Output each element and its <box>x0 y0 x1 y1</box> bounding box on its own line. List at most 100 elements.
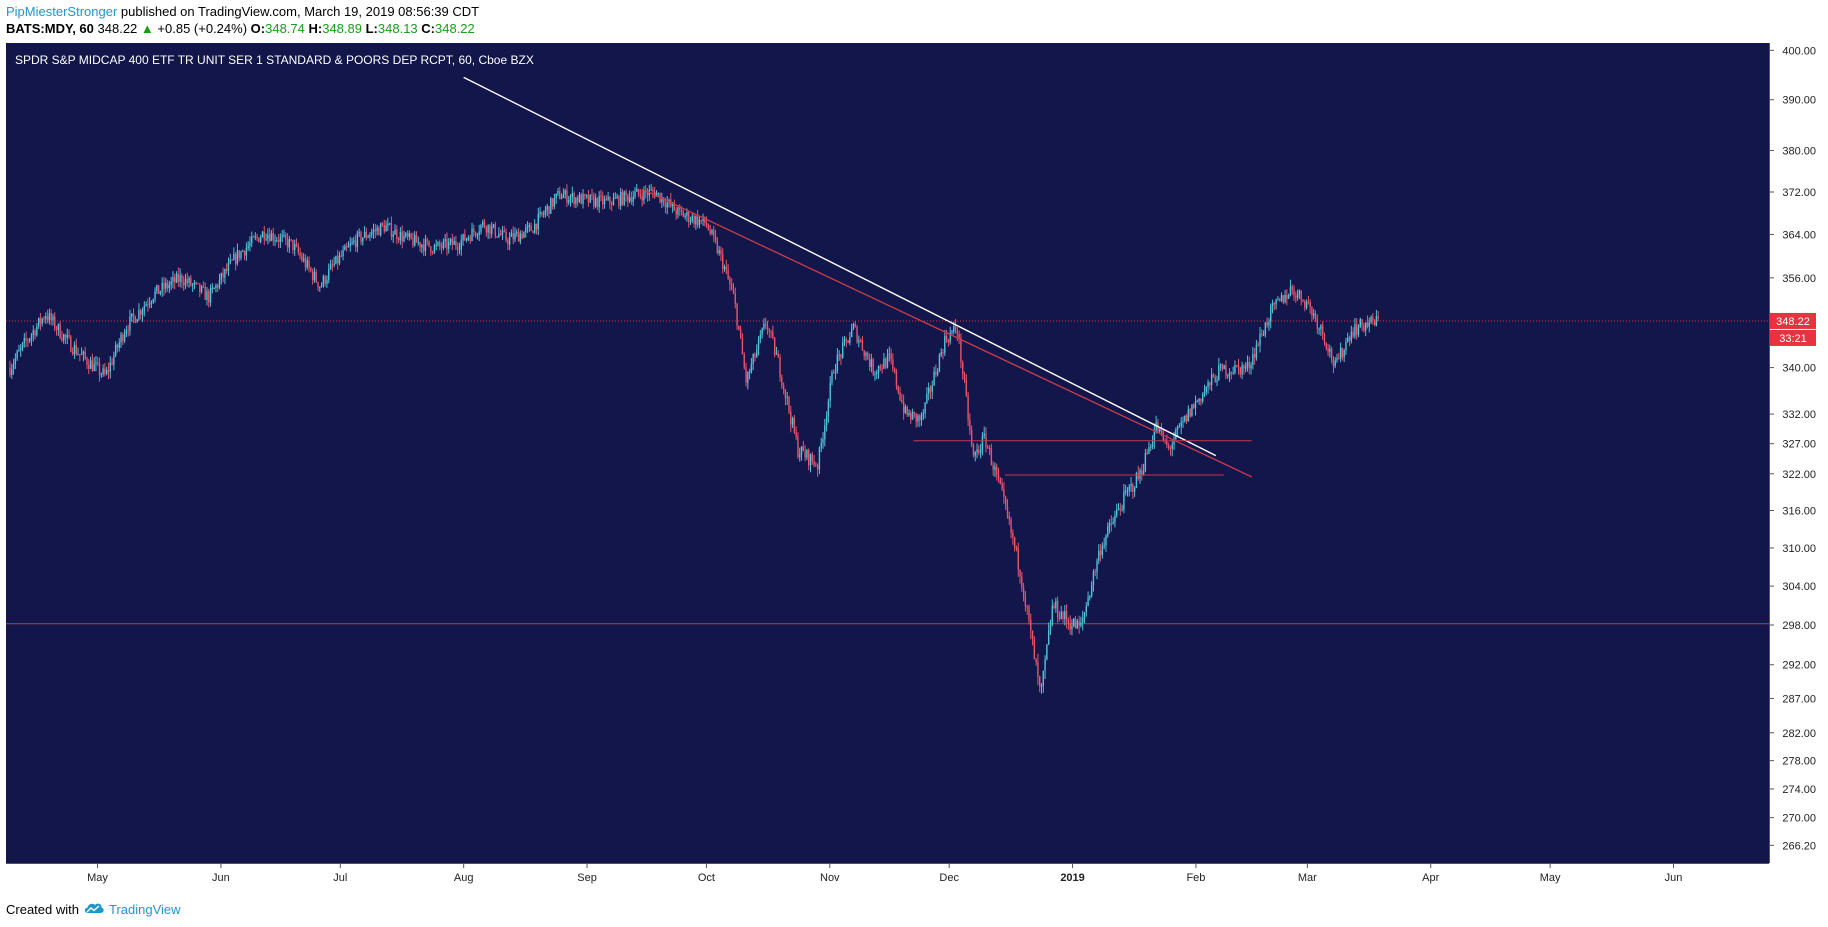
candle-body <box>983 433 985 436</box>
horizontal-lines <box>6 320 1769 625</box>
time-tick-label: Dec <box>939 872 959 884</box>
candle-body <box>152 299 154 302</box>
candle-body <box>1309 302 1311 308</box>
candle-body <box>390 223 393 237</box>
candle-body <box>815 465 817 467</box>
price-tick-label: 304.00 <box>1782 581 1816 593</box>
candle-body <box>1268 321 1270 326</box>
candle-body <box>1137 473 1139 479</box>
candle-body <box>464 233 466 241</box>
candle-body <box>927 387 930 394</box>
candle-body <box>141 310 144 315</box>
plot-area[interactable] <box>6 43 1769 863</box>
candle-body <box>265 238 267 240</box>
candle-body <box>242 251 244 253</box>
candle-body <box>1286 295 1288 299</box>
candle-body <box>537 213 539 230</box>
candle-body <box>218 279 221 288</box>
candle-body <box>131 313 133 317</box>
candle-body <box>519 233 522 242</box>
candle-body <box>329 264 332 270</box>
price-chart[interactable]: SPDR S&P MIDCAP 400 ETF TR UNIT SER 1 ST… <box>6 43 1828 891</box>
candle-body <box>1024 596 1027 607</box>
candle-body <box>693 215 695 225</box>
candle-body <box>322 276 325 286</box>
trendline <box>642 188 1252 478</box>
candle-body <box>451 239 454 245</box>
candle-body <box>652 189 654 192</box>
close-value: 348.22 <box>435 21 475 36</box>
candle-body <box>157 285 160 294</box>
candle-body <box>1121 509 1123 511</box>
candle-body <box>854 324 856 327</box>
candle-body <box>315 271 317 283</box>
candle-body <box>140 309 142 315</box>
candle-body <box>1243 365 1245 369</box>
candle-body <box>308 260 310 268</box>
candle-body <box>1124 490 1127 492</box>
candle-body <box>1017 547 1019 570</box>
candle-body <box>516 231 518 234</box>
time-tick-label: Sep <box>577 872 597 884</box>
candle-body <box>179 275 181 282</box>
candle-body <box>945 335 948 341</box>
candle-body <box>379 223 382 236</box>
candle-body <box>811 454 813 462</box>
candle-body <box>813 461 815 466</box>
candle-body <box>571 193 574 197</box>
candle-body <box>700 219 702 221</box>
candle-body <box>200 286 203 293</box>
candle-body <box>555 193 557 199</box>
candle-body <box>840 354 842 358</box>
candle-body <box>294 243 296 251</box>
candle-body <box>136 319 138 323</box>
candle-body <box>933 371 935 386</box>
candle-body <box>220 273 223 280</box>
candle-body <box>711 230 713 234</box>
candle-body <box>111 362 113 365</box>
candle-body <box>337 255 339 264</box>
candle-body <box>838 354 840 356</box>
candle-body <box>23 338 26 343</box>
candle-body <box>492 224 495 227</box>
candle-body <box>750 364 753 373</box>
candle-body <box>496 236 498 238</box>
candle-body <box>105 369 108 374</box>
candle-body <box>1363 325 1365 331</box>
candle-body <box>93 363 95 371</box>
candle-body <box>491 226 493 234</box>
candle-body <box>1261 333 1263 335</box>
candle-body <box>394 229 396 235</box>
candle-body <box>908 413 910 416</box>
candle-body <box>584 194 586 196</box>
candle-body <box>326 279 328 284</box>
candle-body <box>1108 523 1111 526</box>
candle-body <box>913 412 916 414</box>
candle-body <box>987 447 989 449</box>
drawings[interactable] <box>463 76 1252 478</box>
candle-body <box>833 372 835 374</box>
candle-body <box>172 277 174 282</box>
author-link[interactable]: PipMiesterStronger <box>6 4 118 19</box>
candle-body <box>786 397 788 399</box>
candle-body <box>825 416 828 426</box>
chart-container[interactable]: SPDR S&P MIDCAP 400 ETF TR UNIT SER 1 ST… <box>6 43 1828 891</box>
quote-line: BATS:MDY, 60 348.22 ▲ +0.85 (+0.24%) O:3… <box>6 21 475 36</box>
candle-body <box>1074 618 1077 629</box>
candle-body <box>1132 484 1134 492</box>
candle-body <box>850 328 853 337</box>
publish-info: PipMiesterStronger published on TradingV… <box>6 4 479 19</box>
candle-body <box>1370 316 1372 323</box>
candle-body <box>256 236 258 238</box>
candle-body <box>1003 489 1005 497</box>
last-price-marker: 348.22 33:21 <box>1770 312 1816 346</box>
candle-body <box>1237 365 1240 368</box>
last-price: 348.22 <box>97 21 138 36</box>
candle-body <box>514 233 516 240</box>
candle-body <box>1280 295 1283 301</box>
candle-body <box>1266 322 1268 326</box>
candle-body <box>799 454 801 458</box>
candle-body <box>723 266 726 269</box>
tradingview-link[interactable]: TradingView <box>108 902 181 917</box>
time-axis[interactable]: May Jun Jul Aug Sep Oct Nov Dec 2019 Feb Mar Apr May… <box>87 863 1682 884</box>
